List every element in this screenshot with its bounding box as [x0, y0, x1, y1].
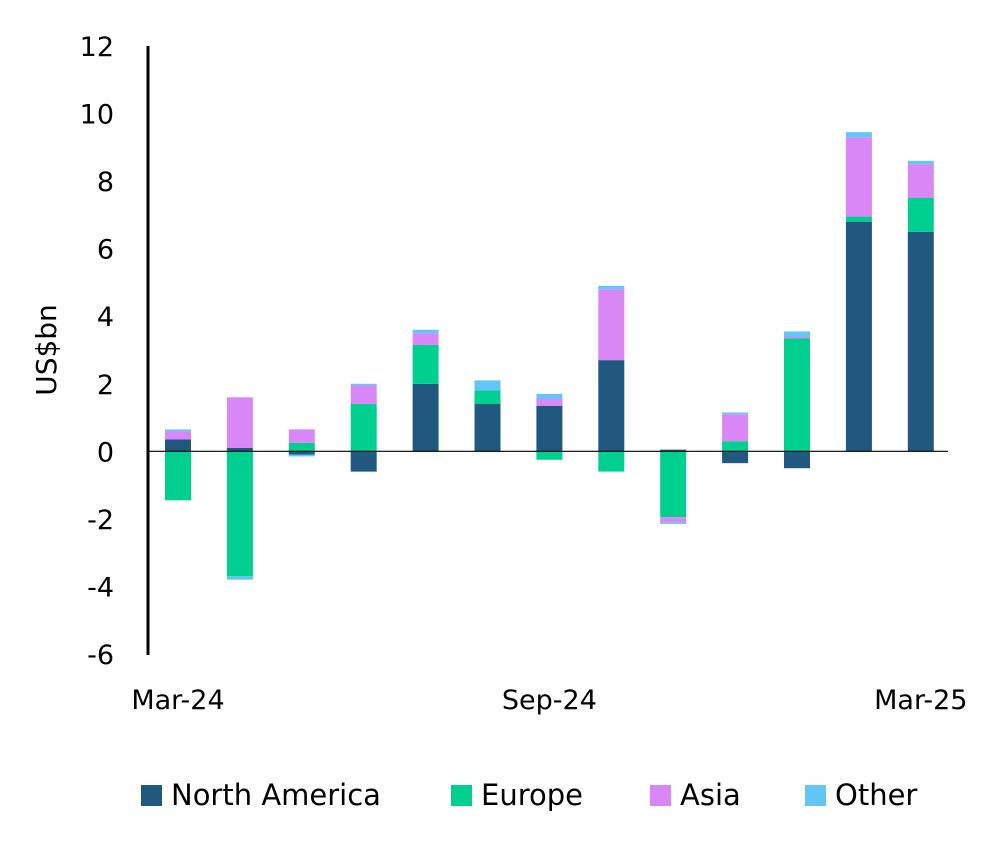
- bar-north-america: [350, 451, 377, 472]
- bar-other: [660, 522, 687, 524]
- bar-asia: [536, 398, 563, 406]
- legend-label-asia: Asia: [680, 778, 741, 812]
- bar-other: [722, 412, 749, 415]
- bar-asia: [288, 429, 315, 443]
- bar-europe: [474, 390, 501, 405]
- bar-other: [907, 160, 934, 165]
- bar-europe: [226, 451, 253, 577]
- bar-europe: [288, 442, 315, 452]
- legend-swatch-europe: [451, 785, 472, 806]
- bar-other: [474, 380, 501, 391]
- y-tick-label: -6: [87, 640, 114, 671]
- bar-europe: [722, 441, 749, 452]
- bar-asia: [845, 137, 872, 217]
- bar-europe: [660, 451, 687, 518]
- bar-north-america: [288, 451, 315, 455]
- bar-europe: [845, 216, 872, 222]
- x-tick-label: Mar-24: [131, 685, 224, 716]
- bar-other: [845, 132, 872, 138]
- y-tick-label: 6: [97, 235, 114, 266]
- y-tick-label: -2: [87, 505, 114, 536]
- bar-north-america: [412, 383, 439, 452]
- bar-other: [536, 393, 563, 399]
- bar-asia: [350, 385, 377, 405]
- y-tick-label: 0: [97, 437, 114, 468]
- legend: North America Europe Asia Other: [141, 778, 917, 812]
- bar-europe: [350, 404, 377, 452]
- bar-europe: [907, 198, 934, 232]
- bar-asia: [722, 414, 749, 442]
- legend-label-other: Other: [835, 778, 917, 812]
- legend-swatch-asia: [650, 785, 671, 806]
- bar-asia: [598, 289, 625, 361]
- y-tick-label: 12: [80, 32, 114, 63]
- bar-other: [412, 329, 439, 334]
- bar-series: [165, 132, 934, 580]
- bar-asia: [412, 333, 439, 345]
- bar-asia: [165, 431, 191, 440]
- bar-europe: [165, 451, 191, 501]
- y-axis-title: US$bn: [30, 304, 63, 396]
- bar-north-america: [474, 404, 501, 452]
- bar-europe: [412, 344, 439, 384]
- bar-north-america: [784, 451, 810, 469]
- bar-asia: [907, 164, 934, 198]
- bar-europe: [784, 338, 810, 452]
- bar-other: [598, 285, 625, 290]
- bar-other: [288, 454, 315, 457]
- bar-north-america: [845, 221, 872, 452]
- x-tick-label: Mar-25: [874, 685, 967, 716]
- x-axis-tick-labels: Mar-24 Sep-24 Mar-25: [131, 685, 967, 716]
- y-tick-label: 10: [80, 100, 114, 131]
- legend-label-north-america: North America: [171, 778, 381, 812]
- bar-europe: [598, 451, 625, 472]
- bar-north-america: [660, 449, 687, 452]
- y-tick-label: 4: [97, 302, 114, 333]
- bar-other: [350, 383, 377, 386]
- bar-other: [165, 429, 191, 432]
- bar-asia: [660, 517, 687, 523]
- bar-asia: [784, 336, 810, 339]
- legend-swatch-north-america: [141, 785, 162, 806]
- bar-other: [784, 331, 810, 337]
- x-tick-label: Sep-24: [502, 685, 597, 716]
- bar-north-america: [165, 439, 191, 452]
- y-axis-tick-labels: 12 10 8 6 4 2 0 -2 -4 -6: [80, 32, 114, 671]
- bar-north-america: [598, 360, 625, 452]
- y-tick-label: 2: [97, 370, 114, 401]
- y-tick-label: -4: [87, 572, 114, 603]
- y-tick-label: 8: [97, 167, 114, 198]
- bar-europe: [536, 451, 563, 460]
- legend-swatch-other: [805, 785, 826, 806]
- bar-north-america: [907, 231, 934, 452]
- bar-other: [226, 576, 253, 580]
- legend-label-europe: Europe: [481, 778, 583, 812]
- bar-north-america: [722, 451, 749, 464]
- bar-asia: [226, 397, 253, 448]
- bar-north-america: [536, 405, 563, 452]
- bar-north-america: [226, 447, 253, 452]
